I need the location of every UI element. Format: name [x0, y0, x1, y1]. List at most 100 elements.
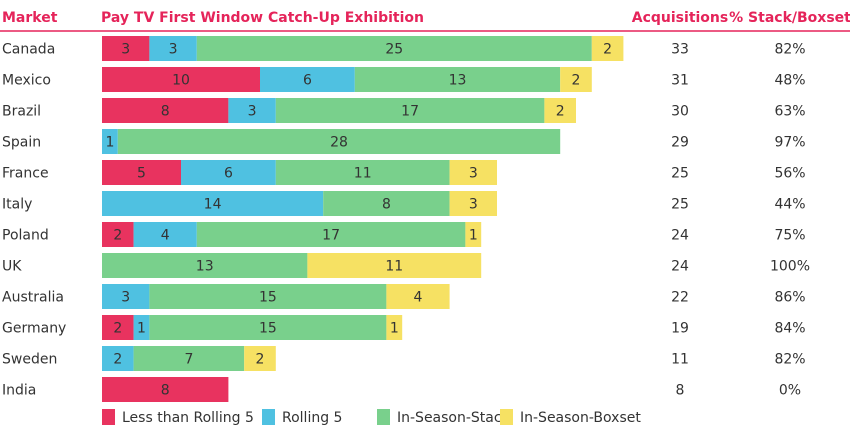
- legend-label: Rolling 5: [282, 410, 342, 426]
- segment-value-label: 3: [469, 197, 478, 213]
- segment-value-label: 11: [385, 259, 403, 275]
- segment-value-label: 17: [401, 104, 419, 120]
- segment-value-label: 8: [161, 104, 170, 120]
- acquisitions-value: 11: [671, 352, 689, 368]
- market-label: India: [2, 383, 36, 399]
- bar-segment: [244, 346, 276, 371]
- bar-segment: [354, 67, 561, 92]
- stack-boxset-pct-value: 84%: [774, 321, 805, 337]
- legend-swatch: [500, 409, 513, 425]
- acquisitions-value: 33: [671, 42, 689, 58]
- segment-value-label: 2: [572, 73, 581, 89]
- bar-segment: [544, 98, 576, 123]
- bar-segment: [102, 377, 229, 402]
- bar-segment: [133, 222, 197, 247]
- acquisitions-value: 8: [676, 383, 685, 399]
- legend-label: In-Season-Boxset: [520, 410, 641, 426]
- bar-segment: [102, 315, 134, 340]
- segment-value-label: 3: [121, 290, 130, 306]
- acquisitions-value: 29: [671, 135, 689, 151]
- bar-segment: [275, 160, 450, 185]
- market-label: Germany: [2, 321, 66, 337]
- segment-value-label: 3: [169, 42, 178, 58]
- segment-value-label: 3: [121, 42, 130, 58]
- segment-value-label: 4: [161, 228, 170, 244]
- bar-segment: [323, 191, 450, 216]
- bar-segment: [102, 129, 118, 154]
- legend-label: Less than Rolling 5: [122, 410, 254, 426]
- segment-value-label: 7: [184, 352, 193, 368]
- bar-segment: [102, 346, 134, 371]
- segment-value-label: 2: [113, 321, 122, 337]
- bar-segment: [149, 284, 387, 309]
- bar-segment: [449, 191, 497, 216]
- bar-segment: [196, 36, 592, 61]
- stack-boxset-pct-value: 75%: [774, 228, 805, 244]
- segment-value-label: 10: [172, 73, 190, 89]
- segment-value-label: 8: [382, 197, 391, 213]
- stack-boxset-pct-value: 56%: [774, 166, 805, 182]
- bar-segment: [465, 222, 482, 247]
- acquisitions-header: Acquisitions: [632, 10, 728, 26]
- market-label: Sweden: [2, 352, 57, 368]
- bar-segment: [449, 160, 497, 185]
- segment-value-label: 13: [449, 73, 467, 89]
- stack-boxset-pct-value: 86%: [774, 290, 805, 306]
- legend-swatch: [102, 409, 115, 425]
- segment-value-label: 2: [556, 104, 565, 120]
- legend-swatch: [377, 409, 390, 425]
- stack-boxset-pct-value: 48%: [774, 73, 805, 89]
- bar-segment: [591, 36, 624, 61]
- bar-segment: [102, 253, 308, 278]
- segment-value-label: 2: [113, 352, 122, 368]
- market-label: Brazil: [2, 104, 41, 120]
- market-label: France: [2, 166, 49, 182]
- stack-boxset-header: % Stack/Boxset: [729, 10, 850, 26]
- market-label: Italy: [2, 197, 32, 213]
- acquisitions-value: 25: [671, 166, 689, 182]
- bar-segment: [102, 222, 134, 247]
- segment-value-label: 4: [414, 290, 423, 306]
- segment-value-label: 5: [137, 166, 146, 182]
- acquisitions-value: 31: [671, 73, 689, 89]
- segment-value-label: 2: [256, 352, 265, 368]
- segment-value-label: 13: [196, 259, 214, 275]
- stack-boxset-pct-value: 44%: [774, 197, 805, 213]
- bar-segment: [102, 191, 324, 216]
- legend-label: In-Season-Stack: [397, 410, 511, 426]
- segment-value-label: 2: [603, 42, 612, 58]
- acquisitions-value: 22: [671, 290, 689, 306]
- market-label: Poland: [2, 228, 49, 244]
- acquisitions-value: 25: [671, 197, 689, 213]
- segment-value-label: 1: [390, 321, 399, 337]
- market-label: Canada: [2, 42, 55, 58]
- market-label: Spain: [2, 135, 41, 151]
- segment-value-label: 3: [469, 166, 478, 182]
- stack-boxset-pct-value: 63%: [774, 104, 805, 120]
- bar-segment: [260, 67, 355, 92]
- segment-value-label: 6: [303, 73, 312, 89]
- bar-segment: [149, 315, 387, 340]
- bar-segment: [196, 222, 466, 247]
- bar-segment: [102, 160, 181, 185]
- stack-boxset-pct-value: 82%: [774, 42, 805, 58]
- bar-segment: [102, 98, 229, 123]
- bar-segment: [307, 253, 482, 278]
- market-label: Australia: [2, 290, 64, 306]
- acquisitions-value: 30: [671, 104, 689, 120]
- bar-segment: [181, 160, 276, 185]
- segment-value-label: 6: [224, 166, 233, 182]
- chart-title: Pay TV First Window Catch-Up Exhibition: [101, 10, 424, 26]
- market-header: Market: [2, 10, 58, 26]
- stack-boxset-pct-value: 97%: [774, 135, 805, 151]
- market-label: Mexico: [2, 73, 51, 89]
- bar-segment: [149, 36, 197, 61]
- market-label: UK: [2, 259, 22, 275]
- acquisitions-value: 24: [671, 259, 689, 275]
- acquisitions-value: 24: [671, 228, 689, 244]
- bar-segment: [133, 346, 245, 371]
- bar-segment: [102, 284, 150, 309]
- segment-value-label: 17: [322, 228, 340, 244]
- bar-segment: [102, 36, 150, 61]
